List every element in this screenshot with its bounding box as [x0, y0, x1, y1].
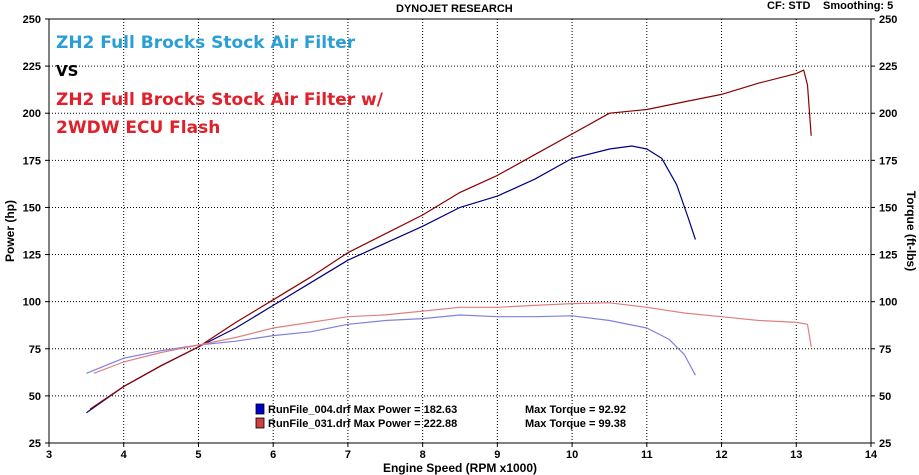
y2-tick-label: 250: [879, 14, 897, 26]
y2-tick-label: 75: [879, 344, 891, 356]
plot-area: [48, 18, 872, 444]
y2-tick-label: 25: [879, 438, 891, 450]
y2-tick-label: 200: [879, 108, 897, 120]
x-tick-label: 7: [345, 449, 351, 461]
y-tick-label: 225: [23, 61, 41, 73]
x-axis-label: Engine Speed (RPM x1000): [383, 461, 537, 475]
x-tick-label: 8: [420, 449, 426, 461]
series-line-1: [86, 145, 696, 414]
smoothing-label: Smoothing: 5: [823, 0, 894, 12]
x-tick-label: 9: [494, 449, 500, 461]
annotation-line-4: 2WDW ECU Flash: [56, 118, 221, 138]
y-tick-label: 75: [29, 344, 41, 356]
legend-torque-1: Max Torque = 92.92: [525, 404, 626, 416]
x-tick-label: 12: [715, 449, 727, 461]
chart-header-title: DYNOJET RESEARCH: [396, 3, 513, 15]
legend-file-2: RunFile_031.drf Max Power = 222.88: [268, 418, 457, 430]
x-tick-label: 11: [641, 449, 653, 461]
annotation-line-2: VS: [56, 62, 79, 80]
correction-factor: CF: STD: [767, 0, 811, 12]
legend-swatch-2: [255, 417, 265, 429]
series-line-4: [93, 302, 812, 374]
x-tick-label: 4: [121, 449, 128, 461]
legend-torque-2: Max Torque = 99.38: [525, 418, 626, 430]
series-line-2: [89, 69, 812, 410]
y-axis-label: Power (hp): [3, 200, 17, 262]
annotation-line-3: ZH2 Full Brocks Stock Air Filter w/: [56, 90, 383, 110]
y-tick-label: 50: [29, 391, 41, 403]
legend: RunFile_004.drf Max Power = 182.63 Max To…: [255, 403, 626, 430]
x-tick-label: 13: [790, 449, 802, 461]
x-tick-label: 14: [865, 449, 878, 461]
y-tick-label: 100: [23, 297, 41, 309]
grid-lines: [49, 19, 871, 443]
x-tick-label: 3: [46, 449, 52, 461]
y-tick-label: 25: [29, 438, 41, 450]
y2-tick-label: 100: [879, 297, 897, 309]
y2-tick-label: 50: [879, 391, 891, 403]
x-tick-label: 6: [270, 449, 276, 461]
annotation-line-1: ZH2 Full Brocks Stock Air Filter: [56, 33, 356, 53]
y-tick-label: 125: [23, 250, 41, 262]
y2-tick-label: 225: [879, 61, 897, 73]
y-tick-label: 200: [23, 108, 41, 120]
y-tick-label: 150: [23, 202, 41, 214]
y2-tick-label: 150: [879, 202, 897, 214]
chart-series: [86, 69, 812, 414]
x-tick-label: 10: [566, 449, 578, 461]
y2-tick-label: 175: [879, 155, 897, 167]
axis-labels: Engine Speed (RPM x1000) Power (hp) Torq…: [3, 191, 918, 475]
y-tick-label: 175: [23, 155, 41, 167]
y2-axis-label: Torque (ft-lbs): [904, 191, 918, 271]
legend-file-1: RunFile_004.drf Max Power = 182.63: [268, 404, 457, 416]
y2-tick-label: 125: [879, 250, 897, 262]
x-tick-label: 5: [195, 449, 201, 461]
y-tick-label: 250: [23, 14, 41, 26]
legend-swatch-1: [255, 403, 265, 415]
